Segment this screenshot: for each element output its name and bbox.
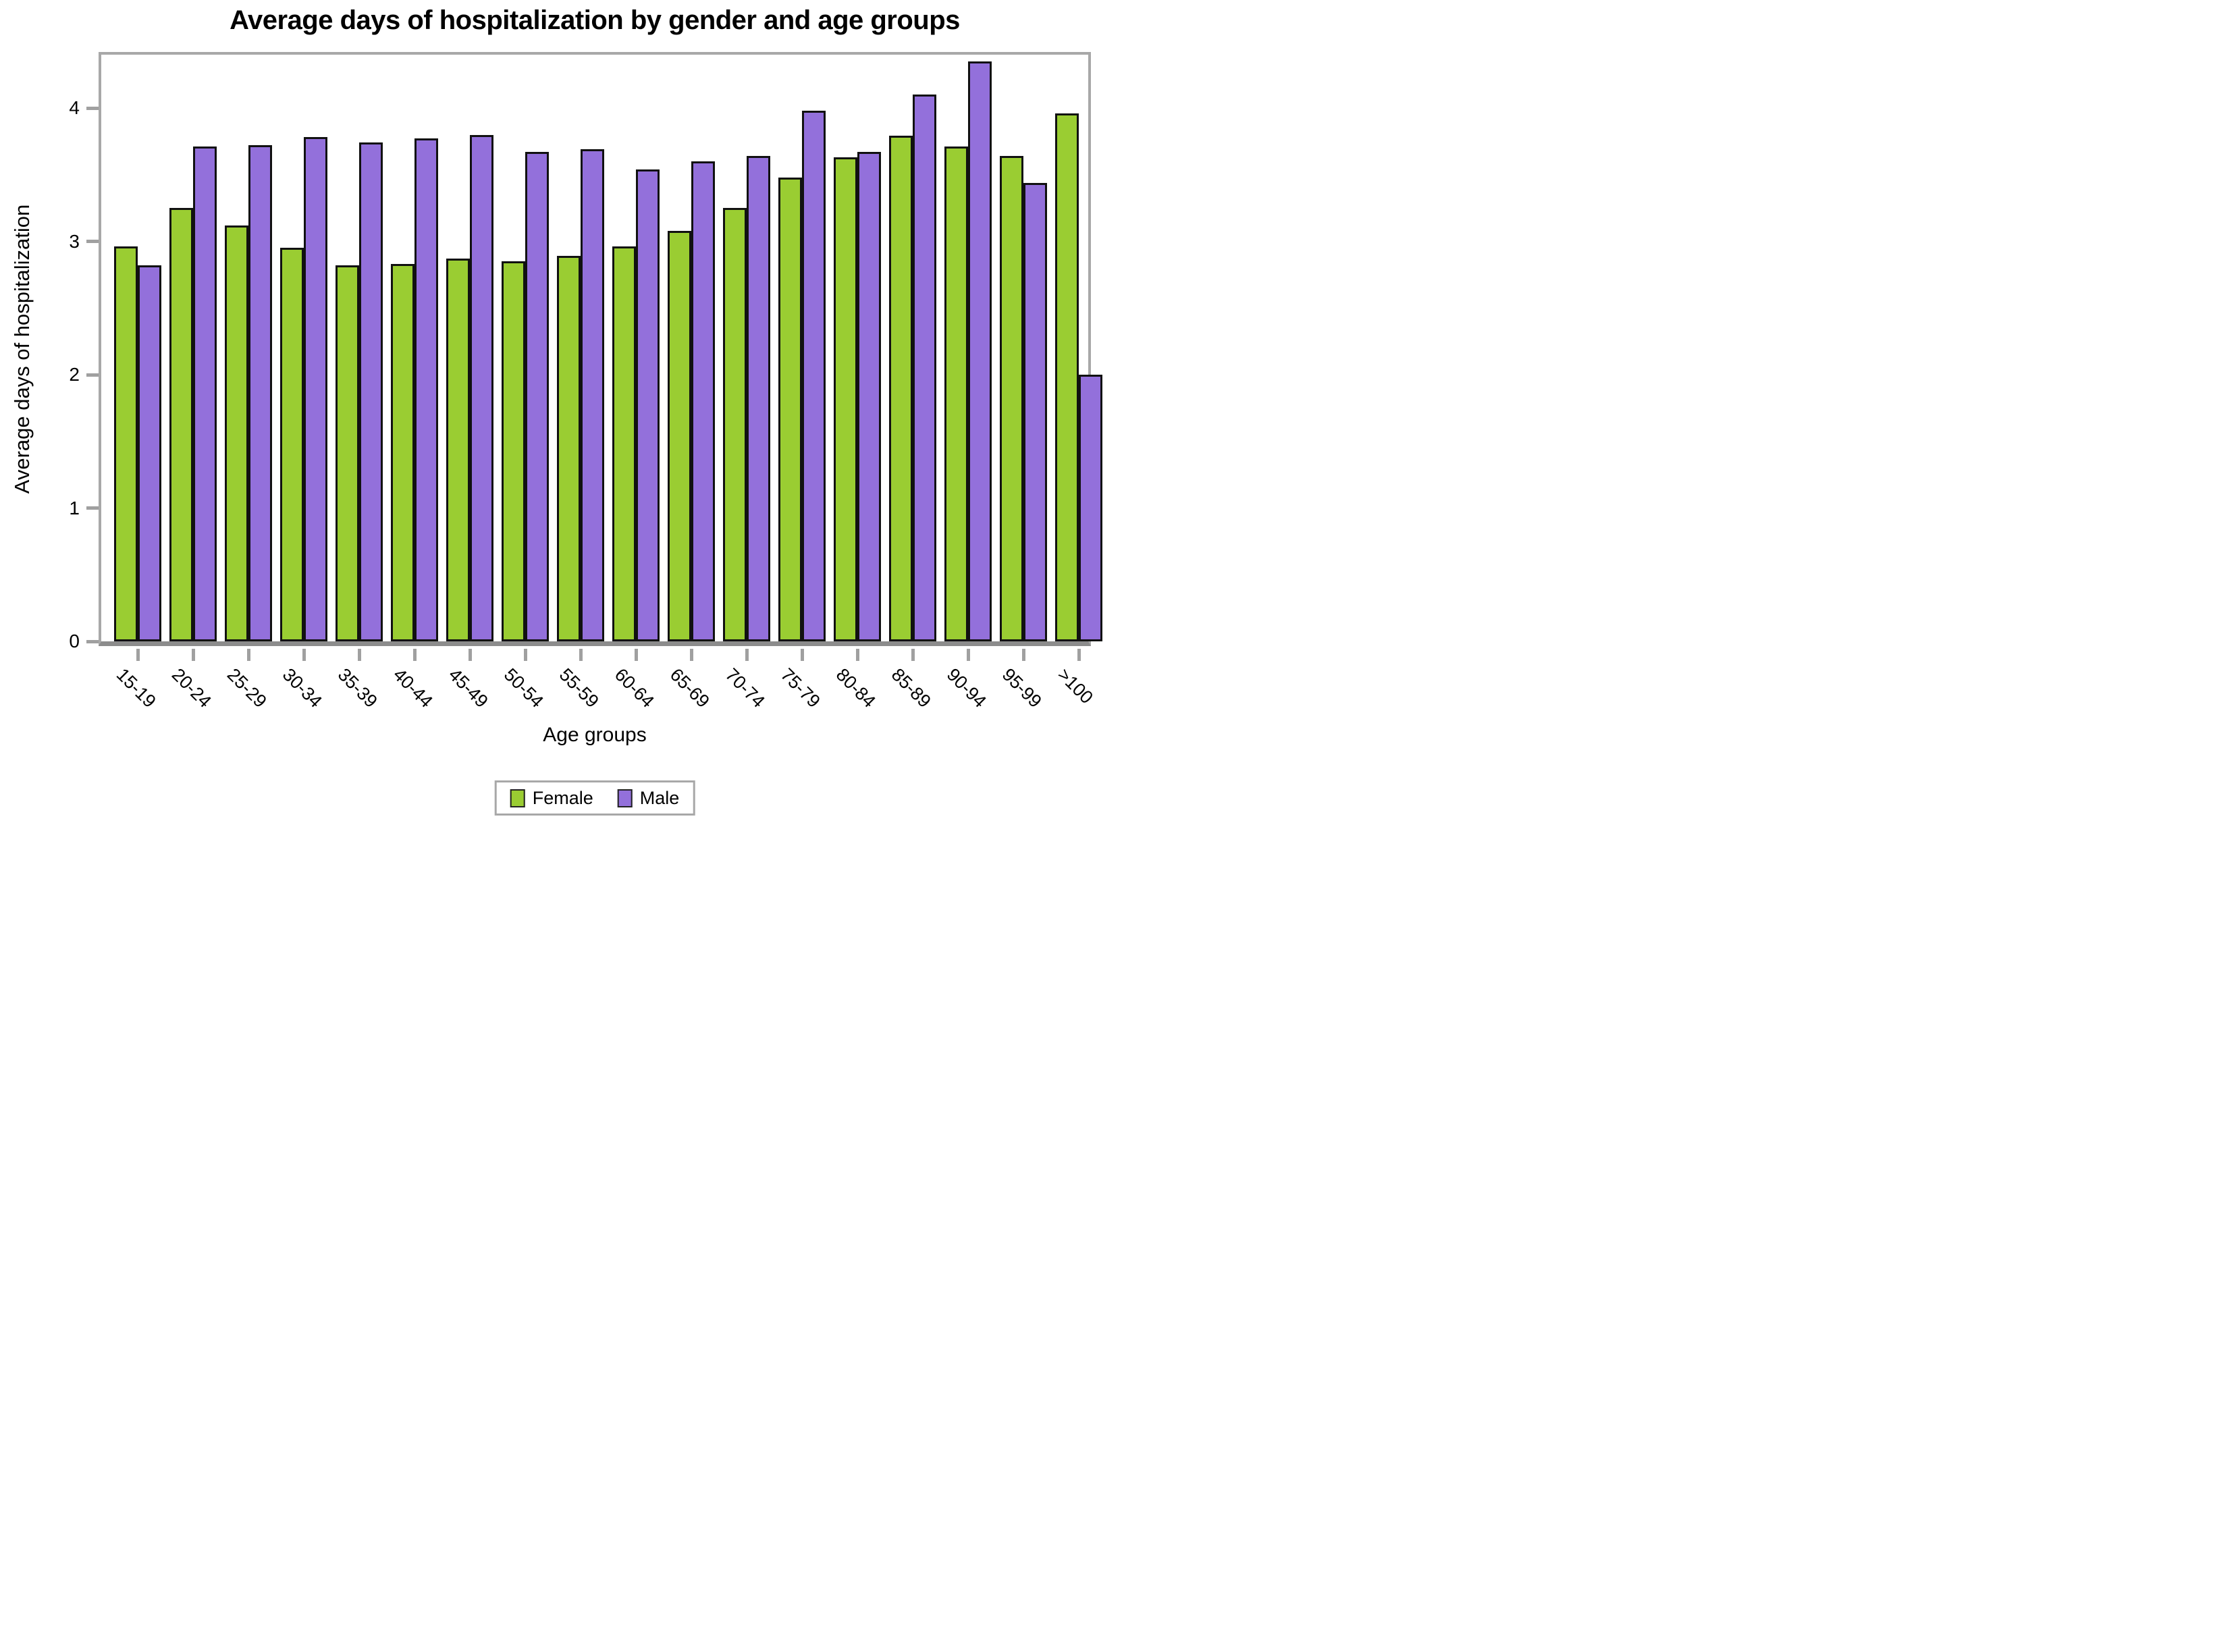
bar-female-95-99: [1000, 156, 1023, 641]
bar-female-30-34: [280, 248, 304, 641]
bar-male-30-34: [304, 137, 327, 641]
legend: Female Male: [494, 780, 695, 816]
x-tick: [689, 649, 693, 661]
x-tick-label: 90-94: [942, 664, 990, 712]
bar-male-40-44: [414, 138, 438, 641]
bar-female-20-24: [169, 208, 193, 641]
bar-male-95-99: [1023, 182, 1047, 641]
x-tick: [191, 649, 195, 661]
x-tick: [412, 649, 417, 661]
y-tick: [86, 373, 99, 377]
bar-male-60-64: [636, 169, 660, 641]
x-tick: [136, 649, 140, 661]
x-tick-label: 75-79: [776, 664, 824, 712]
x-tick: [1021, 649, 1025, 661]
x-tick: [523, 649, 527, 661]
x-tick-label: 30-34: [278, 664, 326, 712]
x-tick: [1077, 649, 1081, 661]
y-tick-label: 1: [69, 497, 80, 518]
bar-male-20-24: [193, 146, 217, 641]
y-tick-label: 3: [69, 230, 80, 252]
x-tick-label: 50-54: [500, 664, 547, 712]
x-tick: [246, 649, 250, 661]
bar-male-15-19: [138, 265, 161, 641]
bar-female-85-89: [889, 136, 913, 641]
x-tick: [302, 649, 306, 661]
x-tick: [911, 649, 915, 661]
bar-male-65-69: [691, 161, 715, 641]
bar-male-90-94: [968, 61, 992, 641]
x-tick-label: 40-44: [389, 664, 437, 712]
bar-female-70-74: [723, 208, 747, 641]
x-tick-label: >100: [1053, 664, 1098, 708]
legend-item-female: Female: [510, 788, 593, 808]
bar-male-35-39: [359, 142, 383, 641]
chart-title: Average days of hospitalization by gende…: [230, 5, 960, 35]
legend-label-female: Female: [532, 788, 593, 808]
bar-male-80-84: [857, 152, 881, 641]
bar-female->100: [1055, 113, 1079, 641]
x-tick: [966, 649, 970, 661]
y-tick-label: 0: [69, 631, 80, 651]
y-tick: [86, 240, 99, 243]
bar-female-50-54: [502, 261, 525, 641]
bar-male-70-74: [747, 156, 770, 641]
y-tick: [86, 106, 99, 110]
x-tick-label: 65-69: [666, 664, 714, 712]
male-swatch-icon: [617, 789, 633, 807]
bar-male-75-79: [802, 110, 826, 641]
x-tick-label: 20-24: [167, 664, 215, 712]
bar-female-80-84: [834, 157, 857, 641]
x-tick-label: 80-84: [832, 664, 880, 712]
bar-female-40-44: [391, 264, 414, 641]
bar-female-15-19: [114, 246, 138, 641]
bar-male-55-59: [581, 149, 604, 641]
x-tick-label: 15-19: [112, 664, 160, 712]
x-tick-label: 85-89: [887, 664, 935, 712]
bar-female-25-29: [225, 225, 248, 641]
x-tick-label: 35-39: [333, 664, 381, 712]
chart-layer: 0 1 2 3 4 15-19 20-24 25-29 30-34 35-39 40-44 45-49…: [0, 0, 1110, 826]
bar-female-35-39: [336, 265, 359, 641]
x-tick-label: 60-64: [610, 664, 658, 712]
figure: Average days of hospitalization by gende…: [0, 0, 1110, 826]
x-tick-label: 25-29: [223, 664, 271, 712]
x-tick: [634, 649, 638, 661]
bar-female-45-49: [446, 259, 470, 641]
x-tick-label: 95-99: [998, 664, 1046, 712]
y-tick: [86, 506, 99, 510]
x-tick: [745, 649, 749, 661]
bar-female-65-69: [668, 230, 691, 641]
legend-label-male: Male: [639, 788, 680, 808]
bar-male-50-54: [525, 152, 549, 641]
bar-female-90-94: [944, 146, 968, 641]
female-swatch-icon: [510, 789, 525, 807]
x-tick: [468, 649, 472, 661]
y-tick-label: 4: [69, 97, 80, 118]
legend-item-male: Male: [617, 788, 680, 808]
x-tick: [800, 649, 804, 661]
bar-female-75-79: [778, 177, 802, 641]
x-axis-title: Age groups: [543, 724, 647, 746]
bar-male-85-89: [913, 95, 936, 641]
y-tick: [86, 639, 99, 643]
x-tick-label: 45-49: [444, 664, 492, 712]
bar-female-55-59: [557, 256, 581, 641]
x-tick: [357, 649, 361, 661]
bar-female-60-64: [612, 246, 636, 641]
x-tick: [855, 649, 859, 661]
x-tick: [579, 649, 583, 661]
bar-male->100: [1079, 375, 1102, 641]
x-tick-label: 70-74: [721, 664, 769, 712]
y-tick-label: 2: [69, 364, 80, 385]
x-tick-label: 55-59: [555, 664, 603, 712]
bar-male-25-29: [248, 145, 272, 641]
bar-male-45-49: [470, 134, 493, 641]
